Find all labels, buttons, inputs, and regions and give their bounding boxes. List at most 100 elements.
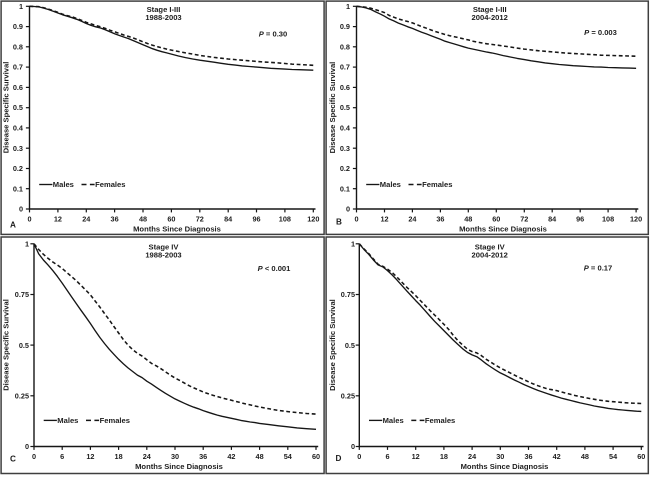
svg-text:0.25: 0.25 — [15, 391, 29, 400]
svg-text:0.6: 0.6 — [13, 83, 23, 92]
svg-text:108: 108 — [602, 214, 614, 223]
svg-text:1: 1 — [351, 239, 355, 248]
svg-text:48: 48 — [256, 452, 264, 461]
svg-text:12: 12 — [86, 452, 94, 461]
svg-text:12: 12 — [54, 214, 62, 223]
svg-text:0: 0 — [346, 205, 350, 214]
svg-text:0: 0 — [351, 442, 355, 451]
svg-text:0.3: 0.3 — [340, 144, 350, 153]
svg-text:72: 72 — [196, 214, 204, 223]
svg-text:0: 0 — [19, 205, 23, 214]
svg-text:42: 42 — [553, 452, 561, 461]
svg-text:1: 1 — [25, 239, 29, 248]
svg-text:0.1: 0.1 — [13, 184, 23, 193]
svg-text:1988-2003: 1988-2003 — [145, 251, 181, 260]
svg-text:60: 60 — [492, 214, 500, 223]
svg-text:0.4: 0.4 — [340, 124, 351, 133]
svg-text:0.25: 0.25 — [341, 391, 355, 400]
svg-text:6: 6 — [60, 452, 64, 461]
svg-text:36: 36 — [524, 452, 532, 461]
svg-text:1988-2003: 1988-2003 — [145, 13, 181, 22]
svg-text:0: 0 — [32, 452, 36, 461]
svg-text:Males: Males — [53, 180, 74, 189]
svg-text:0: 0 — [25, 442, 29, 451]
svg-text:A: A — [10, 221, 16, 230]
svg-text:120: 120 — [307, 214, 319, 223]
svg-text:1: 1 — [19, 2, 23, 11]
svg-text:0.5: 0.5 — [345, 341, 355, 350]
svg-text:0.5: 0.5 — [340, 103, 350, 112]
svg-text:Females: Females — [422, 180, 452, 189]
svg-text:Months Since Diagnosis: Months Since Diagnosis — [135, 462, 223, 471]
svg-text:30: 30 — [496, 452, 504, 461]
svg-text:Females: Females — [95, 180, 125, 189]
svg-text:48: 48 — [139, 214, 147, 223]
svg-text:0.2: 0.2 — [340, 164, 350, 173]
svg-text:24: 24 — [468, 452, 477, 461]
svg-text:24: 24 — [408, 214, 417, 223]
svg-text:18: 18 — [440, 452, 448, 461]
svg-text:Males: Males — [383, 416, 404, 425]
svg-text:12: 12 — [380, 214, 388, 223]
svg-text:2004-2012: 2004-2012 — [472, 251, 508, 260]
svg-text:108: 108 — [279, 214, 291, 223]
svg-text:72: 72 — [520, 214, 528, 223]
svg-text:P = 0.30: P = 0.30 — [259, 30, 288, 39]
svg-text:0.5: 0.5 — [13, 103, 23, 112]
svg-text:54: 54 — [284, 452, 293, 461]
svg-text:Stage IV: Stage IV — [475, 243, 506, 252]
svg-text:60: 60 — [167, 214, 175, 223]
svg-text:0: 0 — [354, 214, 358, 223]
svg-text:Females: Females — [100, 416, 130, 425]
svg-text:2004-2012: 2004-2012 — [472, 13, 508, 22]
svg-text:24: 24 — [82, 214, 91, 223]
svg-text:Females: Females — [425, 416, 455, 425]
svg-text:0.75: 0.75 — [341, 290, 355, 299]
svg-text:Months Since Diagnosis: Months Since Diagnosis — [133, 224, 221, 233]
svg-text:84: 84 — [224, 214, 233, 223]
svg-text:54: 54 — [609, 452, 618, 461]
svg-text:96: 96 — [576, 214, 584, 223]
svg-text:0.8: 0.8 — [13, 42, 23, 51]
svg-text:P = 0.003: P = 0.003 — [584, 28, 617, 37]
svg-text:Males: Males — [57, 416, 78, 425]
svg-text:D: D — [336, 454, 342, 463]
svg-text:60: 60 — [312, 452, 320, 461]
svg-text:48: 48 — [464, 214, 472, 223]
svg-text:0.1: 0.1 — [340, 184, 350, 193]
svg-text:1: 1 — [346, 2, 350, 11]
svg-text:0.5: 0.5 — [19, 341, 29, 350]
svg-text:120: 120 — [630, 214, 642, 223]
svg-text:60: 60 — [637, 452, 645, 461]
svg-text:0: 0 — [27, 214, 31, 223]
svg-text:36: 36 — [436, 214, 444, 223]
svg-text:42: 42 — [227, 452, 235, 461]
svg-text:B: B — [336, 218, 342, 227]
svg-text:Disease Specific Survival: Disease Specific Survival — [1, 299, 10, 391]
svg-text:96: 96 — [252, 214, 260, 223]
svg-text:0.75: 0.75 — [15, 290, 29, 299]
svg-text:30: 30 — [171, 452, 179, 461]
svg-text:0.8: 0.8 — [340, 42, 350, 51]
svg-text:48: 48 — [581, 452, 589, 461]
svg-text:Disease Specific Survival: Disease Specific Survival — [328, 62, 337, 154]
svg-text:36: 36 — [199, 452, 207, 461]
svg-text:Months Since Diagnosis: Months Since Diagnosis — [461, 462, 549, 471]
svg-text:Stage I-III: Stage I-III — [473, 5, 507, 14]
svg-text:84: 84 — [548, 214, 557, 223]
svg-text:P < 0.001: P < 0.001 — [258, 264, 292, 273]
svg-text:0.7: 0.7 — [340, 63, 350, 72]
svg-text:0.4: 0.4 — [13, 124, 24, 133]
svg-text:Stage IV: Stage IV — [149, 243, 180, 252]
svg-text:Stage I-III: Stage I-III — [147, 5, 181, 14]
svg-text:0.2: 0.2 — [13, 164, 23, 173]
svg-text:0: 0 — [357, 452, 361, 461]
svg-text:Months Since Diagnosis: Months Since Diagnosis — [459, 224, 547, 233]
svg-text:0.6: 0.6 — [340, 83, 350, 92]
svg-text:0.3: 0.3 — [13, 144, 23, 153]
svg-text:0.9: 0.9 — [13, 22, 23, 31]
svg-text:Disease Specific Survival: Disease Specific Survival — [1, 62, 10, 154]
svg-text:0.9: 0.9 — [340, 22, 350, 31]
svg-text:Disease Specific Survival: Disease Specific Survival — [328, 299, 337, 391]
svg-text:24: 24 — [143, 452, 152, 461]
